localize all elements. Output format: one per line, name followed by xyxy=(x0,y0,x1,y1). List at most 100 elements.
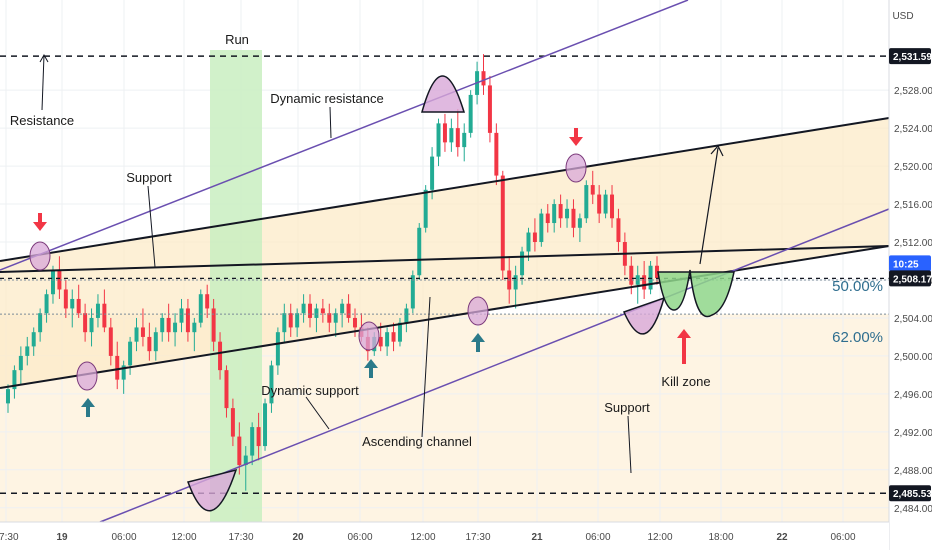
candle-82 xyxy=(532,218,537,252)
candle-body xyxy=(38,313,43,333)
leader-line-3 xyxy=(305,396,330,430)
candle-9 xyxy=(63,279,68,318)
candle-body xyxy=(378,336,383,347)
candle-16 xyxy=(108,317,113,366)
arrow-head xyxy=(81,398,95,407)
candle-34 xyxy=(224,365,229,418)
candle-43 xyxy=(282,303,287,342)
candle-body xyxy=(455,128,460,148)
time-tick-1: 19 xyxy=(56,532,68,543)
arrow-head xyxy=(33,222,47,231)
candle-7 xyxy=(50,265,55,304)
time-axis[interactable]: 17:30 19 06:00 12:00 17:30 20 06:00 12:00 17:30 2… xyxy=(0,521,889,550)
candle-70 xyxy=(455,109,460,157)
candle-body xyxy=(128,341,133,366)
candle-body xyxy=(314,308,319,318)
candle-2 xyxy=(18,346,23,385)
countdown-tag: 10:25 xyxy=(889,255,931,272)
candle-body xyxy=(539,213,544,243)
candle-72 xyxy=(468,90,473,138)
candle-body xyxy=(173,322,178,333)
time-tick-12: 18:00 xyxy=(708,532,733,543)
candle-100 xyxy=(648,261,653,295)
leader-line-0 xyxy=(41,54,45,111)
candle-93 xyxy=(603,189,608,219)
candle-88 xyxy=(571,199,576,238)
candle-62 xyxy=(404,303,409,333)
candle-body xyxy=(295,313,300,328)
candle-body xyxy=(25,346,30,356)
touch-circle-1 xyxy=(76,361,98,391)
candle-body xyxy=(494,132,499,176)
candle-37 xyxy=(243,446,248,491)
candle-body xyxy=(565,208,570,219)
candle-body xyxy=(346,303,351,318)
time-tick-5: 20 xyxy=(292,532,304,543)
candle-body xyxy=(198,294,203,323)
candle-26 xyxy=(173,313,178,347)
support-price-tag: 2,485.53 xyxy=(889,485,932,502)
candle-body xyxy=(237,436,242,466)
candle-body xyxy=(269,365,274,404)
candle-23 xyxy=(153,327,158,361)
candle-body xyxy=(115,355,120,380)
arrow-head xyxy=(471,333,485,342)
candle-77 xyxy=(500,170,505,280)
candle-body xyxy=(352,317,357,328)
candle-body xyxy=(263,403,268,447)
time-tick-0: 17:30 xyxy=(0,532,19,543)
candle-22 xyxy=(147,322,152,361)
leader-line-5 xyxy=(627,415,632,474)
time-tick-9: 21 xyxy=(531,532,543,543)
candle-10 xyxy=(70,289,75,328)
candle-body xyxy=(616,218,621,243)
candle-body xyxy=(83,313,88,333)
candle-body xyxy=(153,332,158,352)
price-tag-text: 2,508.17 xyxy=(893,274,932,285)
price-tag-bg xyxy=(889,485,931,502)
arrow-head xyxy=(364,359,378,368)
candle-60 xyxy=(391,322,396,352)
dynamic-resistance-line xyxy=(0,0,689,271)
candle-body xyxy=(584,185,589,219)
candle-body xyxy=(327,313,332,323)
time-tick-2: 06:00 xyxy=(111,532,136,543)
time-tick-8: 17:30 xyxy=(465,532,490,543)
fib-50-label: 50.00% xyxy=(832,278,883,295)
candle-95 xyxy=(616,208,621,252)
candle-body xyxy=(31,332,36,347)
candle-17 xyxy=(115,341,120,390)
candle-body xyxy=(89,317,94,333)
price-axis[interactable]: USD 2,484.00 2,488.00 2,492.00 2,496.00 2,500… xyxy=(888,0,932,550)
time-tick-11: 12:00 xyxy=(647,532,672,543)
candle-body xyxy=(629,265,634,285)
candle-92 xyxy=(597,185,602,224)
sell-arrow-right xyxy=(569,128,583,146)
candle-1 xyxy=(12,365,17,399)
candle-69 xyxy=(449,118,454,152)
price-tick-10: 2,524.00 xyxy=(894,124,932,135)
candle-83 xyxy=(539,208,544,247)
candle-71 xyxy=(462,123,467,162)
leader-line-4 xyxy=(421,296,431,438)
candle-body xyxy=(218,341,223,371)
candle-4 xyxy=(31,327,36,356)
candle-39 xyxy=(256,412,261,461)
time-tick-13: 22 xyxy=(776,532,788,543)
candle-body xyxy=(275,332,280,366)
candle-body xyxy=(577,218,582,228)
candle-body xyxy=(642,275,647,290)
candle-body xyxy=(211,308,216,342)
price-tick-2: 2,492.00 xyxy=(894,428,932,439)
candle-11 xyxy=(76,284,81,318)
candle-body xyxy=(468,94,473,133)
candle-31 xyxy=(205,284,210,318)
candle-50 xyxy=(327,303,332,333)
candle-68 xyxy=(442,113,447,152)
candle-29 xyxy=(192,317,197,352)
time-tick-4: 17:30 xyxy=(228,532,253,543)
candle-20 xyxy=(134,317,139,352)
projection-line xyxy=(699,147,719,265)
run-label: Run xyxy=(225,32,249,47)
